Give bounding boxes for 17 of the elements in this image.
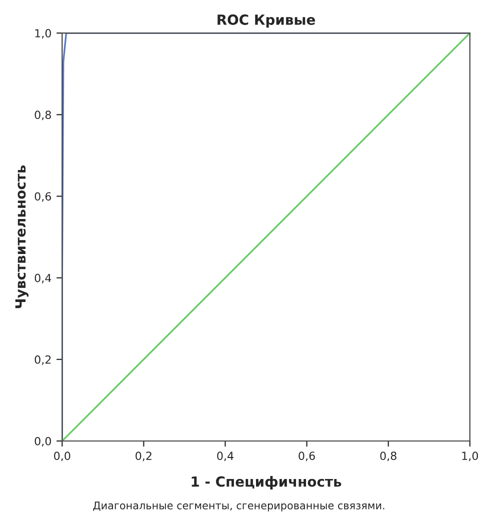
- y-tick-label: 0,0: [34, 436, 51, 447]
- text: Диагональные сегменты, сгенерированные связями.: [93, 502, 384, 512]
- x-tick-label: 0,8: [380, 452, 396, 462]
- chart-title: ROC Кривые: [218, 14, 315, 28]
- x-tick-label: 0,6: [298, 452, 315, 462]
- x-tick-label: 1,0: [462, 452, 478, 462]
- y-axis-title: Чувствительность: [15, 165, 28, 308]
- x-tick-label: 0,4: [217, 452, 234, 462]
- y-tick-label: 0,4: [34, 274, 52, 284]
- y-tick-label: 0,8: [34, 110, 51, 120]
- x-tick-label: 0,0: [54, 452, 70, 462]
- y-tick-label: 1,0: [35, 29, 51, 39]
- x-tick-label: 0,2: [136, 452, 152, 462]
- y-tick-label: 0,2: [34, 355, 51, 365]
- line-series: [62, 33, 470, 441]
- x-axis-title: 1 - Специфичность: [192, 476, 342, 490]
- y-tick-label: 0,6: [34, 192, 52, 202]
